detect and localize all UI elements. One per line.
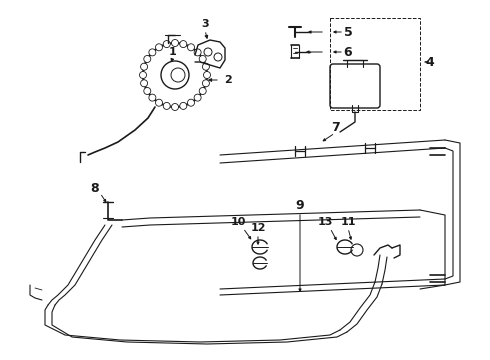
Text: 1: 1 <box>169 47 177 57</box>
Text: 5: 5 <box>343 26 352 39</box>
Circle shape <box>141 63 147 70</box>
Circle shape <box>188 99 195 106</box>
Text: 13: 13 <box>318 217 333 227</box>
Text: 2: 2 <box>224 75 232 85</box>
Circle shape <box>140 72 147 78</box>
Circle shape <box>172 104 178 111</box>
Circle shape <box>144 87 151 95</box>
Circle shape <box>199 55 206 63</box>
Text: 3: 3 <box>201 19 209 29</box>
Circle shape <box>199 87 206 95</box>
Text: 9: 9 <box>295 198 304 212</box>
Circle shape <box>155 44 163 51</box>
Circle shape <box>203 72 211 78</box>
Circle shape <box>180 41 187 48</box>
Circle shape <box>163 102 170 109</box>
Text: 4: 4 <box>426 55 434 68</box>
Circle shape <box>194 49 201 56</box>
Text: 7: 7 <box>331 121 340 134</box>
Circle shape <box>149 49 156 56</box>
Circle shape <box>180 102 187 109</box>
Text: 10: 10 <box>230 217 245 227</box>
Text: 6: 6 <box>343 45 352 59</box>
Text: 8: 8 <box>91 181 99 194</box>
Circle shape <box>172 40 178 46</box>
Circle shape <box>141 80 147 87</box>
Text: 11: 11 <box>340 217 356 227</box>
Circle shape <box>163 41 170 48</box>
Circle shape <box>144 55 151 63</box>
Circle shape <box>202 63 209 70</box>
Circle shape <box>188 44 195 51</box>
Circle shape <box>202 80 209 87</box>
Circle shape <box>149 94 156 101</box>
Text: 12: 12 <box>250 223 266 233</box>
Circle shape <box>155 99 163 106</box>
Circle shape <box>194 94 201 101</box>
